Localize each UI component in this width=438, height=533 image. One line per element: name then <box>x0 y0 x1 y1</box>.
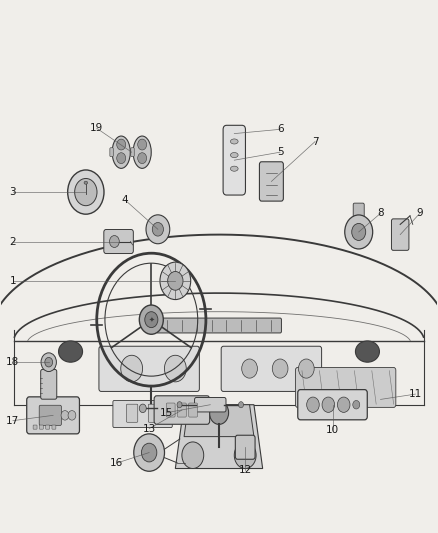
Circle shape <box>110 236 119 247</box>
Circle shape <box>134 434 165 471</box>
Ellipse shape <box>230 166 238 171</box>
Circle shape <box>307 397 319 413</box>
Ellipse shape <box>230 152 238 158</box>
Text: 7: 7 <box>312 136 318 147</box>
FancyBboxPatch shape <box>41 369 57 399</box>
Circle shape <box>238 402 244 408</box>
Circle shape <box>345 215 373 249</box>
Circle shape <box>353 400 360 409</box>
FancyBboxPatch shape <box>39 405 61 425</box>
FancyBboxPatch shape <box>194 398 226 412</box>
FancyBboxPatch shape <box>39 425 43 429</box>
FancyBboxPatch shape <box>177 403 186 417</box>
Circle shape <box>146 215 170 244</box>
FancyBboxPatch shape <box>33 425 37 429</box>
Circle shape <box>41 353 57 372</box>
Text: 17: 17 <box>6 416 20 426</box>
FancyBboxPatch shape <box>189 403 198 417</box>
Circle shape <box>117 139 126 150</box>
Circle shape <box>168 271 183 290</box>
Text: 19: 19 <box>90 123 103 133</box>
Circle shape <box>61 410 69 420</box>
Circle shape <box>139 404 146 413</box>
Text: 9: 9 <box>417 208 423 219</box>
Text: 10: 10 <box>326 425 339 435</box>
FancyBboxPatch shape <box>127 404 138 422</box>
Text: 13: 13 <box>142 424 156 434</box>
Polygon shape <box>175 405 263 469</box>
FancyBboxPatch shape <box>223 125 245 195</box>
Circle shape <box>177 402 182 408</box>
Text: ✦: ✦ <box>148 317 154 322</box>
Text: 18: 18 <box>6 357 20 367</box>
FancyBboxPatch shape <box>27 397 79 434</box>
Text: 12: 12 <box>239 465 252 474</box>
Circle shape <box>139 305 163 334</box>
Text: 6: 6 <box>277 124 283 134</box>
Circle shape <box>322 397 335 413</box>
Circle shape <box>74 179 97 206</box>
Circle shape <box>298 359 314 378</box>
FancyBboxPatch shape <box>52 425 56 429</box>
FancyBboxPatch shape <box>259 162 283 201</box>
Circle shape <box>337 397 350 413</box>
Text: 4: 4 <box>122 195 128 205</box>
FancyBboxPatch shape <box>46 425 49 429</box>
Text: 1: 1 <box>10 276 16 286</box>
FancyBboxPatch shape <box>148 404 159 422</box>
FancyBboxPatch shape <box>295 368 396 407</box>
FancyBboxPatch shape <box>235 435 255 459</box>
FancyBboxPatch shape <box>298 390 367 420</box>
Circle shape <box>138 139 147 150</box>
Circle shape <box>272 359 288 378</box>
Circle shape <box>182 442 204 469</box>
FancyBboxPatch shape <box>104 230 133 254</box>
Circle shape <box>209 401 229 424</box>
Circle shape <box>67 170 104 214</box>
FancyBboxPatch shape <box>166 403 175 417</box>
FancyBboxPatch shape <box>113 400 172 427</box>
Ellipse shape <box>230 139 238 144</box>
Circle shape <box>234 442 256 469</box>
FancyBboxPatch shape <box>156 318 282 333</box>
Text: 5: 5 <box>277 147 283 157</box>
Text: 8: 8 <box>377 208 384 219</box>
Ellipse shape <box>84 181 88 184</box>
Circle shape <box>164 356 186 382</box>
Text: 11: 11 <box>409 389 422 399</box>
Polygon shape <box>184 405 254 437</box>
Ellipse shape <box>133 136 151 168</box>
Text: 3: 3 <box>10 187 16 197</box>
FancyBboxPatch shape <box>110 148 113 157</box>
Circle shape <box>141 443 157 462</box>
Circle shape <box>352 223 366 240</box>
Circle shape <box>145 312 158 328</box>
Circle shape <box>121 356 143 382</box>
Text: 16: 16 <box>110 458 123 468</box>
Circle shape <box>45 358 53 367</box>
Circle shape <box>160 262 191 300</box>
FancyBboxPatch shape <box>99 346 199 391</box>
Circle shape <box>117 153 126 164</box>
FancyBboxPatch shape <box>161 404 173 422</box>
Circle shape <box>138 153 147 164</box>
Ellipse shape <box>356 341 379 362</box>
FancyBboxPatch shape <box>131 148 134 157</box>
Circle shape <box>152 222 163 236</box>
Circle shape <box>242 359 258 378</box>
Ellipse shape <box>112 136 130 168</box>
Circle shape <box>68 410 76 420</box>
Ellipse shape <box>59 341 82 362</box>
FancyBboxPatch shape <box>154 396 210 424</box>
Text: 15: 15 <box>160 408 173 418</box>
FancyBboxPatch shape <box>392 219 409 251</box>
FancyBboxPatch shape <box>221 346 321 391</box>
Text: 2: 2 <box>10 237 16 247</box>
FancyBboxPatch shape <box>353 203 364 218</box>
